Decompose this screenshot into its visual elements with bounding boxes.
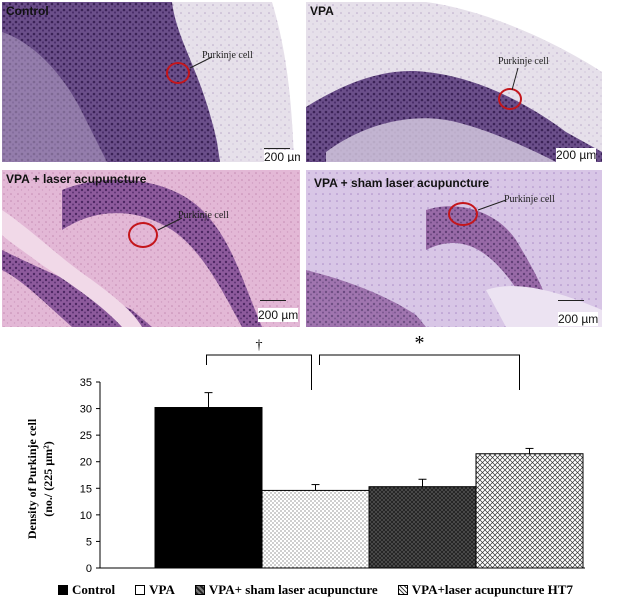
y-tick-label-10: 10 — [80, 510, 92, 522]
panel-label-vpa-sham: VPA + sham laser acupuncture — [314, 176, 490, 190]
legend-item-vpa-sham: VPA+ sham laser acupuncture — [194, 582, 378, 598]
legend-label-vpa: VPA — [149, 582, 175, 597]
legend-label-vpa-laser-ht7: VPA+laser acupuncture HT7 — [411, 582, 573, 597]
purkinje-arrow-vpa-sham — [477, 199, 507, 211]
purkinje-circle-control — [166, 62, 190, 84]
legend-label-vpa-sham: VPA+ sham laser acupuncture — [208, 582, 378, 597]
legend-swatch-vpa-laser-ht7 — [397, 585, 408, 595]
panel-label-vpa-laser: VPA + laser acupuncture — [6, 172, 147, 186]
y-tick-label-20: 20 — [80, 457, 92, 469]
purkinje-arrow-control — [189, 56, 213, 69]
legend-swatch-control — [58, 585, 68, 595]
significance-bracket-0 — [206, 354, 312, 390]
y-axis-label-line1: Density of Purkinje cell — [25, 418, 39, 539]
bar-3 — [475, 453, 584, 569]
purkinje-arrow-vpa — [511, 67, 519, 91]
micrograph-control-image — [2, 2, 300, 162]
purkinje-label-vpa-laser: Purkinje cell — [178, 210, 229, 221]
purkinje-circle-vpa-laser — [128, 222, 158, 248]
bar-1 — [261, 489, 370, 569]
significance-symbol-1: * — [415, 332, 425, 354]
y-tick-label-5: 5 — [86, 536, 92, 548]
panel-label-control: Control — [6, 4, 49, 18]
bar-2 — [368, 486, 477, 569]
bar-0 — [154, 407, 263, 569]
legend-label-control: Control — [72, 582, 116, 597]
purkinje-circle-vpa — [498, 88, 522, 110]
y-tick-label-0: 0 — [86, 563, 92, 575]
purkinje-arrow-vpa-laser — [157, 217, 183, 231]
significance-bracket-1 — [319, 354, 520, 390]
panel-label-vpa: VPA — [310, 4, 334, 18]
legend-item-vpa: VPA — [135, 582, 175, 598]
bar-chart: 0 5 10 15 20 25 30 35 Density of Purkinje cell (n… — [25, 332, 585, 575]
micrograph-vpa-sham: VPA + sham laser acupuncture Purkinje ce… — [306, 170, 602, 327]
scale-text-vpa-laser: 200 µm — [258, 308, 299, 322]
scale-text-control: 200 µm — [264, 150, 300, 162]
y-tick-label-15: 15 — [80, 483, 92, 495]
scale-text-vpa: 200 µm — [556, 148, 597, 162]
scale-bar-vpa-sham — [558, 300, 584, 301]
y-axis-label-line2: (no./ (225 µm²) — [41, 441, 55, 517]
scale-bar-control — [264, 148, 290, 149]
micrograph-vpa-image — [306, 2, 602, 162]
purkinje-circle-vpa-sham — [448, 202, 478, 226]
legend-swatch-vpa-sham — [194, 585, 205, 595]
scale-bar-vpa-laser — [260, 300, 286, 301]
micrograph-vpa-laser: VPA + laser acupuncture Purkinje cell 20… — [2, 170, 300, 327]
legend-item-control: Control — [58, 582, 115, 598]
legend-swatch-vpa — [135, 585, 146, 595]
purkinje-label-vpa-sham: Purkinje cell — [504, 194, 555, 205]
legend-item-vpa-laser-ht7: VPA+laser acupuncture HT7 — [397, 582, 573, 598]
micrograph-vpa-laser-image — [2, 170, 300, 327]
purkinje-label-vpa: Purkinje cell — [498, 56, 549, 67]
y-tick-label-30: 30 — [80, 404, 92, 416]
y-tick-label-35: 35 — [80, 377, 92, 389]
purkinje-label-control: Purkinje cell — [202, 50, 253, 61]
chart-legend: Control VPA VPA+ sham laser acupuncture … — [58, 582, 593, 598]
scale-text-vpa-sham: 200 µm — [558, 312, 599, 326]
micrograph-vpa: VPA Purkinje cell 200 µm — [306, 2, 602, 162]
micrograph-control: Control Purkinje cell 200 µm — [2, 2, 300, 162]
y-tick-label-25: 25 — [80, 430, 92, 442]
micrograph-vpa-sham-image — [306, 170, 602, 327]
significance-symbol-0: † — [256, 338, 263, 353]
